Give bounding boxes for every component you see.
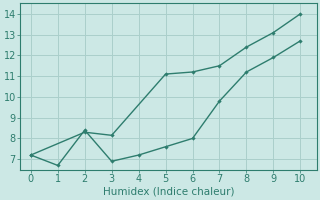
X-axis label: Humidex (Indice chaleur): Humidex (Indice chaleur) (102, 187, 234, 197)
